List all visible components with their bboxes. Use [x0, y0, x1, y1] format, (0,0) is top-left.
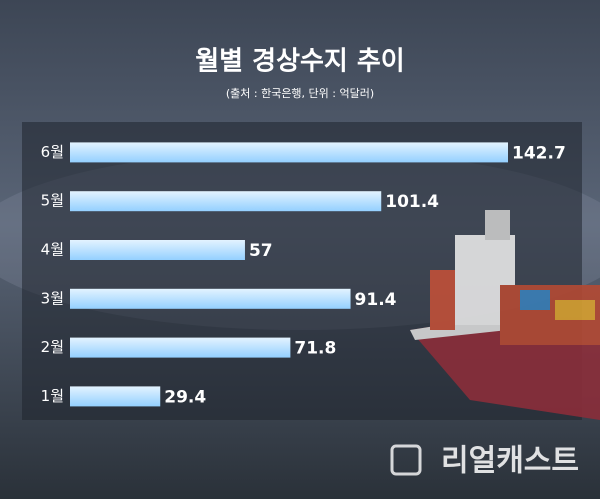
chart-title: 월별 경상수지 추이 [195, 47, 404, 77]
chart-subtitle: (출처 : 한국은행, 단위 : 억달러) [226, 87, 374, 100]
bar [70, 337, 291, 358]
logo-icon [390, 444, 422, 476]
value-label: 142.7 [512, 143, 566, 163]
bar [70, 288, 351, 309]
category-label: 5월 [41, 192, 64, 210]
value-label: 57 [249, 241, 273, 261]
bar [70, 386, 161, 407]
category-label: 6월 [41, 143, 64, 161]
value-label: 71.8 [294, 339, 336, 359]
category-label: 4월 [41, 241, 64, 259]
category-label: 2월 [41, 338, 64, 356]
bar [70, 191, 382, 212]
bar [70, 142, 508, 163]
value-label: 91.4 [355, 290, 397, 310]
ship [410, 210, 600, 420]
watermark: 리얼캐스트 [441, 444, 579, 479]
value-label: 101.4 [385, 192, 439, 212]
bar [70, 240, 245, 260]
category-label: 3월 [41, 289, 64, 307]
value-label: 29.4 [164, 387, 206, 407]
category-label: 1월 [41, 387, 64, 405]
